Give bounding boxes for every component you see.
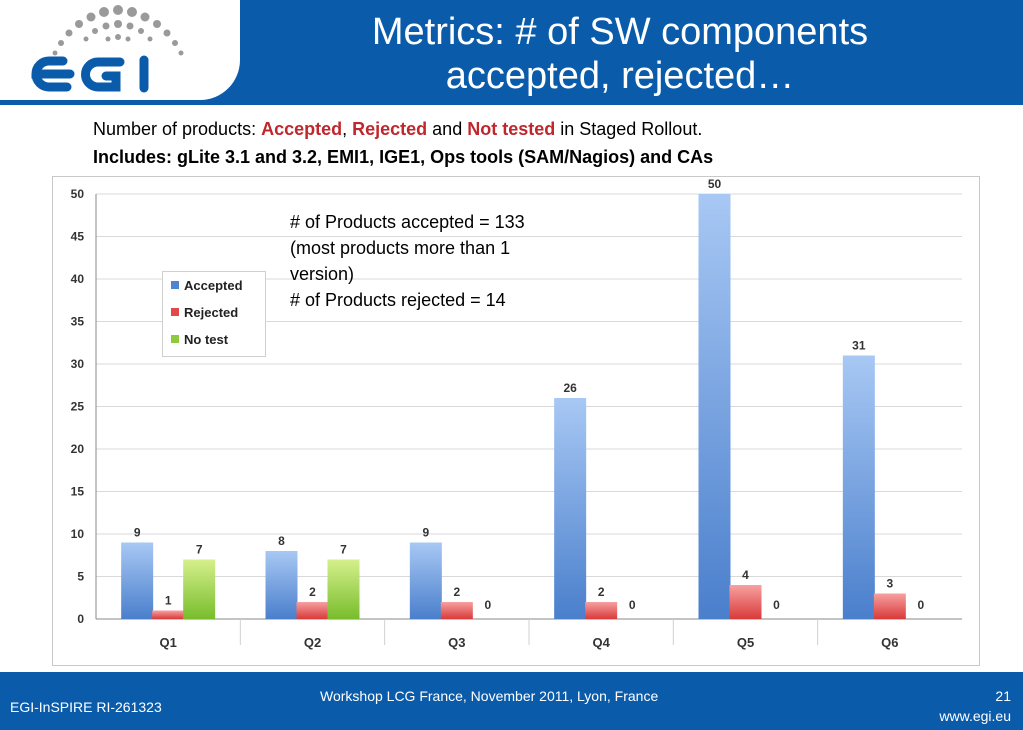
bar-chart: 05101520253035404550917Q1827Q2920Q32620Q… <box>52 176 980 666</box>
data-label: 9 <box>134 526 141 540</box>
bar-accepted <box>265 551 298 619</box>
bar-rejected <box>585 602 618 619</box>
y-tick-label: 5 <box>77 570 84 584</box>
chart-area: 0 5 10 15 20 25 30 35 40 45 50 9 1 7 Q1 8 2 7 Q2 9 2 0 Q3 26 2 0 Q… <box>52 176 980 666</box>
data-label: 0 <box>773 598 780 612</box>
bar-no-test <box>327 559 360 619</box>
legend-item-rejected: Rejected <box>171 303 238 321</box>
bar-no-test <box>183 559 216 619</box>
header-bar: Metrics: # of SW components accepted, re… <box>0 0 1023 105</box>
data-label: 9 <box>422 526 429 540</box>
footer-event: Workshop LCG France, November 2011, Lyon… <box>320 688 659 704</box>
footer-bar: EGI-InSPIRE RI-261323 Workshop LCG Franc… <box>0 672 1023 730</box>
legend-swatch-no-test <box>171 335 179 343</box>
y-tick-label: 10 <box>71 527 85 541</box>
x-tick-label: Q2 <box>304 635 321 650</box>
accepted-label: Accepted <box>261 119 343 139</box>
subtitle-and: and <box>427 119 468 139</box>
data-label: 26 <box>563 381 577 395</box>
bar-accepted <box>409 542 442 619</box>
bar-accepted <box>121 542 154 619</box>
x-tick-label: Q3 <box>448 635 465 650</box>
y-tick-label: 50 <box>71 187 85 201</box>
data-label: 1 <box>165 594 172 608</box>
x-tick-label: Q5 <box>737 635 754 650</box>
bar-rejected <box>152 610 185 619</box>
y-tick-label: 35 <box>71 315 85 329</box>
chart-legend: Accepted Rejected No test <box>162 271 266 357</box>
y-tick-label: 0 <box>77 612 84 626</box>
egi-logo <box>31 5 184 93</box>
legend-label-accepted: Accepted <box>184 277 243 293</box>
y-tick-label: 45 <box>71 230 85 244</box>
slide-title: Metrics: # of SW components accepted, re… <box>250 10 990 98</box>
chart-annotation: # of Products accepted = 133 (most produ… <box>290 209 640 313</box>
data-label: 0 <box>629 598 636 612</box>
data-label: 4 <box>742 568 749 582</box>
subtitle-prefix: Number of products: <box>93 119 262 139</box>
subtitle-suffix: in Staged Rollout. <box>555 119 703 139</box>
data-label: 7 <box>196 543 203 557</box>
annotation-line-4: # of Products rejected = 14 <box>290 290 506 310</box>
bar-rejected <box>873 593 906 619</box>
data-label: 2 <box>309 585 316 599</box>
y-tick-label: 15 <box>71 485 85 499</box>
data-label: 0 <box>484 598 491 612</box>
bar-rejected <box>729 585 762 619</box>
data-label: 2 <box>598 585 605 599</box>
legend-label-no-test: No test <box>184 331 229 347</box>
footer-project-id: EGI-InSPIRE RI-261323 <box>10 699 162 715</box>
legend-label-rejected: Rejected <box>184 304 239 320</box>
legend-item-accepted: Accepted <box>171 276 243 294</box>
bar-accepted <box>842 355 875 619</box>
x-tick-label: Q1 <box>159 635 176 650</box>
logo-panel <box>0 0 240 100</box>
y-tick-label: 30 <box>71 357 85 371</box>
bar-accepted <box>698 194 731 619</box>
title-line-2: accepted, rejected… <box>445 55 795 97</box>
x-tick-label: Q6 <box>881 635 898 650</box>
x-tick-label: Q4 <box>592 635 610 650</box>
legend-swatch-accepted <box>171 281 179 289</box>
bar-rejected <box>440 602 473 619</box>
annotation-line-2: (most products more than 1 <box>290 238 511 258</box>
data-label: 8 <box>278 534 285 548</box>
page-number: 21 <box>995 688 1011 704</box>
bar-rejected <box>296 602 329 619</box>
subtitle-line-1: Number of products: Accepted, Rejected a… <box>93 119 702 140</box>
footer-url: www.egi.eu <box>939 708 1011 724</box>
annotation-line-1: # of Products accepted = 133 <box>290 212 525 232</box>
subtitle-sep: , <box>342 119 353 139</box>
data-label: 31 <box>852 339 866 353</box>
y-tick-label: 40 <box>71 272 85 286</box>
annotation-line-3: version) <box>290 264 355 284</box>
data-label: 0 <box>917 598 924 612</box>
subtitle-line-2: Includes: gLite 3.1 and 3.2, EMI1, IGE1,… <box>93 147 714 167</box>
data-label: 7 <box>340 543 347 557</box>
data-label: 2 <box>453 585 460 599</box>
rejected-label: Rejected <box>352 119 428 139</box>
data-label: 3 <box>886 577 893 591</box>
not-tested-label: Not tested <box>467 119 556 139</box>
legend-item-no-test: No test <box>171 330 228 348</box>
title-line-1: Metrics: # of SW components <box>371 11 869 53</box>
legend-swatch-rejected <box>171 308 179 316</box>
y-tick-label: 25 <box>71 400 85 414</box>
data-label: 50 <box>708 177 722 191</box>
bar-accepted <box>554 398 587 619</box>
y-tick-label: 20 <box>71 442 85 456</box>
